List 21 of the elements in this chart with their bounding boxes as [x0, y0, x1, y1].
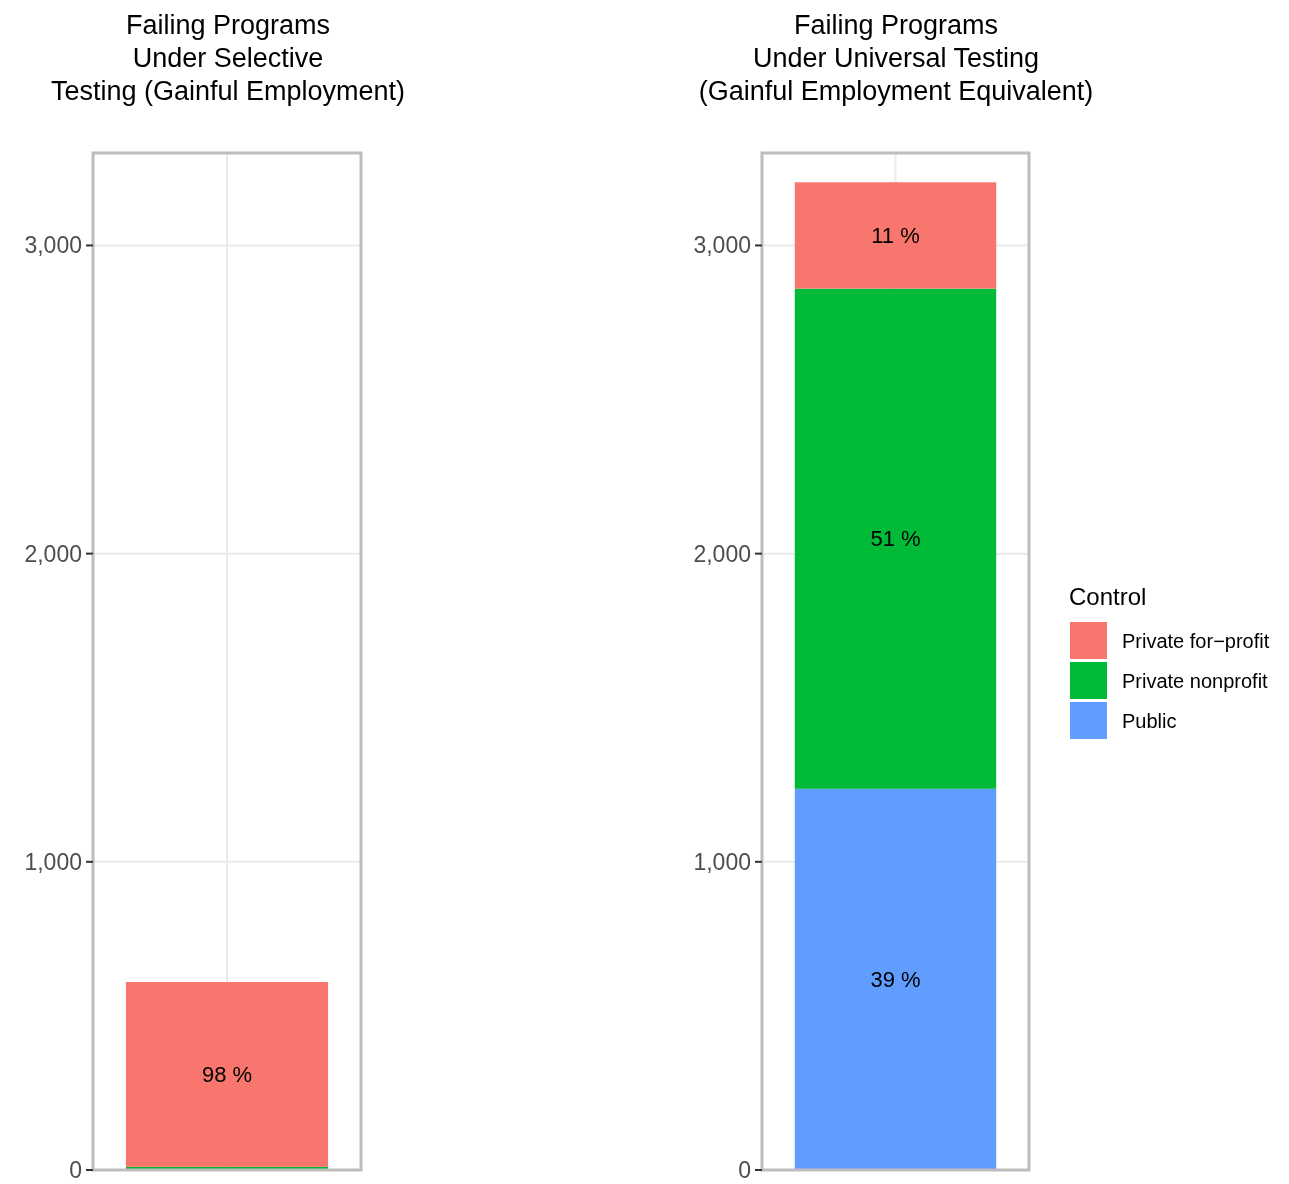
legend-title: Control [1069, 583, 1147, 610]
bar [794, 288, 997, 789]
bar [794, 182, 997, 289]
legend-label: Public [1122, 710, 1177, 732]
y-tick-label: 0 [69, 1157, 82, 1183]
y-tick-label: 1,000 [693, 848, 751, 875]
y-tick-label: 2,000 [24, 540, 82, 567]
y-tick-label: 2,000 [693, 540, 751, 567]
annotation: 51 % [870, 526, 921, 552]
y-tick-label: 1,000 [24, 848, 82, 875]
legend-label: Private nonprofit [1122, 670, 1269, 692]
annotation: 98 % [201, 1061, 253, 1087]
bar [794, 788, 997, 1170]
legend-label: Private for−profit [1122, 630, 1270, 652]
chart-title: Failing Programs Under Selective Testing (Gainful Employment) [50, 10, 406, 106]
chart-title: Failing Programs Under Universal Testing (Gainful Employment Equivalent) [698, 10, 1094, 106]
annotation: 39 % [870, 966, 921, 992]
annotation: 11 % [871, 222, 920, 248]
y-tick-label: 3,000 [24, 232, 82, 259]
y-tick-label: 3,000 [693, 232, 751, 259]
y-tick-label: 0 [738, 1157, 751, 1183]
